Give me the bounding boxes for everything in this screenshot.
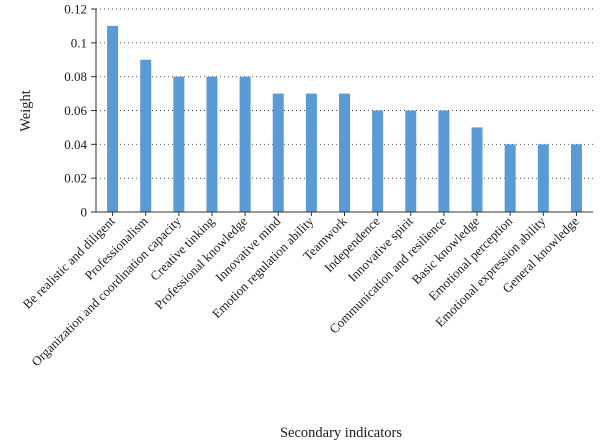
bar <box>272 93 284 212</box>
bar <box>570 144 582 212</box>
bar <box>339 93 350 212</box>
bar <box>405 110 417 212</box>
bars <box>107 25 582 213</box>
x-tick-labels: Be realistic and diligentProfessionalism… <box>20 212 582 369</box>
bar <box>305 93 317 212</box>
bar <box>239 76 251 213</box>
bar <box>504 144 516 212</box>
y-tick-label: 0 <box>81 205 88 220</box>
bar <box>372 110 384 212</box>
y-tick-labels: 0 0.02 0.04 0.06 0.08 0.1 0.12 <box>64 2 96 220</box>
y-tick-label: 0.08 <box>64 69 87 84</box>
y-tick-label: 0.12 <box>64 2 87 17</box>
bar <box>173 76 185 213</box>
y-tick-label: 0.02 <box>64 171 87 186</box>
bar <box>107 25 119 212</box>
y-axis-title: Weight <box>18 90 34 132</box>
y-tick-label: 0.04 <box>64 137 87 152</box>
bar <box>140 59 152 212</box>
y-tick-label: 0.1 <box>71 35 87 50</box>
bar <box>537 144 549 212</box>
y-tick-label: 0.06 <box>64 103 87 118</box>
bar <box>206 76 218 213</box>
bar <box>438 110 450 212</box>
bar <box>471 127 483 212</box>
x-axis-title: Secondary indicators <box>280 425 402 441</box>
